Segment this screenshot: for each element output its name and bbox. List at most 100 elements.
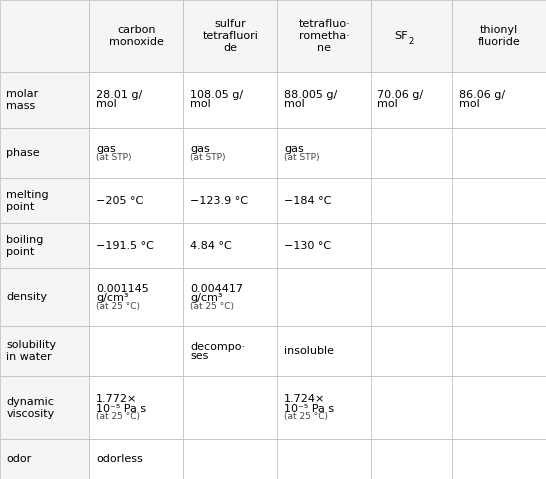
Bar bbox=[183, 439, 277, 479]
Bar bbox=[277, 326, 371, 376]
Bar bbox=[452, 376, 546, 439]
Bar bbox=[183, 72, 277, 127]
Bar bbox=[0, 439, 90, 479]
Text: (at STP): (at STP) bbox=[284, 153, 319, 162]
Bar bbox=[0, 72, 90, 127]
Text: gas: gas bbox=[96, 144, 116, 154]
Text: gas: gas bbox=[190, 144, 210, 154]
Bar bbox=[183, 223, 277, 268]
Bar bbox=[0, 178, 90, 223]
Text: 10⁻⁵ Pa s: 10⁻⁵ Pa s bbox=[284, 404, 334, 414]
Text: phase: phase bbox=[6, 148, 40, 158]
Text: 108.05 g/: 108.05 g/ bbox=[190, 90, 243, 100]
Bar bbox=[0, 268, 90, 326]
Bar bbox=[452, 127, 546, 178]
Text: melting
point: melting point bbox=[6, 190, 49, 212]
Bar bbox=[452, 72, 546, 127]
Bar bbox=[371, 0, 452, 72]
Bar bbox=[183, 376, 277, 439]
Bar bbox=[277, 178, 371, 223]
Text: (at STP): (at STP) bbox=[190, 153, 225, 162]
Text: insoluble: insoluble bbox=[284, 346, 334, 356]
Bar bbox=[452, 326, 546, 376]
Text: −191.5 °C: −191.5 °C bbox=[96, 241, 154, 251]
Text: g/cm³: g/cm³ bbox=[96, 293, 128, 303]
Bar bbox=[452, 223, 546, 268]
Text: 88.005 g/: 88.005 g/ bbox=[284, 90, 337, 100]
Text: 4.84 °C: 4.84 °C bbox=[190, 241, 232, 251]
Bar bbox=[90, 127, 183, 178]
Text: 0.001145: 0.001145 bbox=[96, 284, 149, 294]
Bar bbox=[0, 376, 90, 439]
Text: density: density bbox=[6, 292, 48, 302]
Text: 10⁻⁵ Pa s: 10⁻⁵ Pa s bbox=[96, 404, 146, 414]
Bar bbox=[0, 0, 90, 72]
Text: −205 °C: −205 °C bbox=[96, 196, 143, 205]
Text: 86.06 g/: 86.06 g/ bbox=[459, 90, 505, 100]
Bar bbox=[371, 223, 452, 268]
Text: ses: ses bbox=[190, 351, 208, 361]
Bar bbox=[371, 326, 452, 376]
Bar bbox=[371, 376, 452, 439]
Text: mol: mol bbox=[377, 99, 397, 109]
Text: tetrafluo·
rometha·
ne: tetrafluo· rometha· ne bbox=[299, 19, 350, 53]
Text: odor: odor bbox=[6, 454, 32, 464]
Text: −130 °C: −130 °C bbox=[284, 241, 331, 251]
Bar bbox=[277, 72, 371, 127]
Bar bbox=[277, 0, 371, 72]
Bar bbox=[277, 127, 371, 178]
Text: (at STP): (at STP) bbox=[96, 153, 132, 162]
Text: 1.772×: 1.772× bbox=[96, 394, 138, 404]
Text: 2: 2 bbox=[408, 37, 414, 46]
Text: boiling
point: boiling point bbox=[6, 235, 44, 257]
Text: SF: SF bbox=[394, 31, 407, 41]
Text: g/cm³: g/cm³ bbox=[190, 293, 222, 303]
Bar bbox=[371, 127, 452, 178]
Bar bbox=[277, 268, 371, 326]
Text: decompo·: decompo· bbox=[190, 342, 245, 352]
Text: −123.9 °C: −123.9 °C bbox=[190, 196, 248, 205]
Text: −184 °C: −184 °C bbox=[284, 196, 331, 205]
Bar bbox=[0, 326, 90, 376]
Text: gas: gas bbox=[284, 144, 304, 154]
Bar bbox=[452, 439, 546, 479]
Text: molar
mass: molar mass bbox=[6, 89, 39, 111]
Text: 1.724×: 1.724× bbox=[284, 394, 325, 404]
Bar bbox=[0, 127, 90, 178]
Bar bbox=[90, 72, 183, 127]
Text: 70.06 g/: 70.06 g/ bbox=[377, 90, 423, 100]
Bar bbox=[277, 439, 371, 479]
Text: (at 25 °C): (at 25 °C) bbox=[190, 302, 234, 311]
Bar bbox=[277, 223, 371, 268]
Text: (at 25 °C): (at 25 °C) bbox=[96, 302, 140, 311]
Bar bbox=[452, 268, 546, 326]
Text: dynamic
viscosity: dynamic viscosity bbox=[6, 397, 55, 419]
Text: mol: mol bbox=[459, 99, 479, 109]
Bar bbox=[183, 0, 277, 72]
Bar bbox=[371, 268, 452, 326]
Bar bbox=[90, 178, 183, 223]
Text: (at 25 °C): (at 25 °C) bbox=[284, 412, 328, 422]
Bar bbox=[90, 326, 183, 376]
Text: mol: mol bbox=[96, 99, 117, 109]
Text: carbon
monoxide: carbon monoxide bbox=[109, 25, 164, 47]
Bar bbox=[183, 178, 277, 223]
Bar bbox=[90, 0, 183, 72]
Text: mol: mol bbox=[284, 99, 305, 109]
Text: thionyl
fluoride: thionyl fluoride bbox=[478, 25, 520, 47]
Text: sulfur
tetrafluori
de: sulfur tetrafluori de bbox=[203, 19, 258, 53]
Text: solubility
in water: solubility in water bbox=[6, 340, 56, 362]
Text: 0.004417: 0.004417 bbox=[190, 284, 243, 294]
Bar bbox=[90, 376, 183, 439]
Bar bbox=[90, 223, 183, 268]
Bar bbox=[183, 127, 277, 178]
Text: odorless: odorless bbox=[96, 454, 143, 464]
Text: mol: mol bbox=[190, 99, 211, 109]
Bar bbox=[90, 268, 183, 326]
Text: 28.01 g/: 28.01 g/ bbox=[96, 90, 142, 100]
Bar bbox=[90, 439, 183, 479]
Bar bbox=[371, 72, 452, 127]
Bar bbox=[183, 326, 277, 376]
Bar bbox=[183, 268, 277, 326]
Bar bbox=[371, 439, 452, 479]
